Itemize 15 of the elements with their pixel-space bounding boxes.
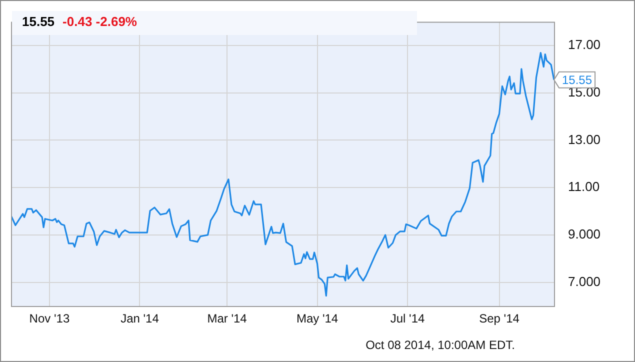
x-tick-label: Jan '14 — [120, 312, 160, 326]
x-tick-label: Jul '14 — [390, 312, 426, 326]
chart-title: 15.55 — [22, 14, 55, 29]
y-tick-label: 17.00 — [568, 37, 601, 52]
x-tick-label: Sep '14 — [479, 312, 520, 326]
x-tick-label: May '14 — [296, 312, 338, 326]
y-tick-label: 9.000 — [568, 226, 601, 242]
y-tick-label: 11.00 — [568, 179, 600, 194]
x-tick-label: Mar '14 — [207, 312, 248, 326]
y-tick-label: 13.00 — [568, 132, 601, 147]
text: Oct 08 2014, 10:00AM EDT. — [366, 338, 515, 352]
x-tick-label: Nov '13 — [29, 312, 70, 326]
chart-subtitle: -0.43 -2.69% — [62, 14, 137, 29]
y-tick-label: 7.000 — [568, 274, 601, 289]
annotation: 15.55 — [562, 73, 592, 88]
